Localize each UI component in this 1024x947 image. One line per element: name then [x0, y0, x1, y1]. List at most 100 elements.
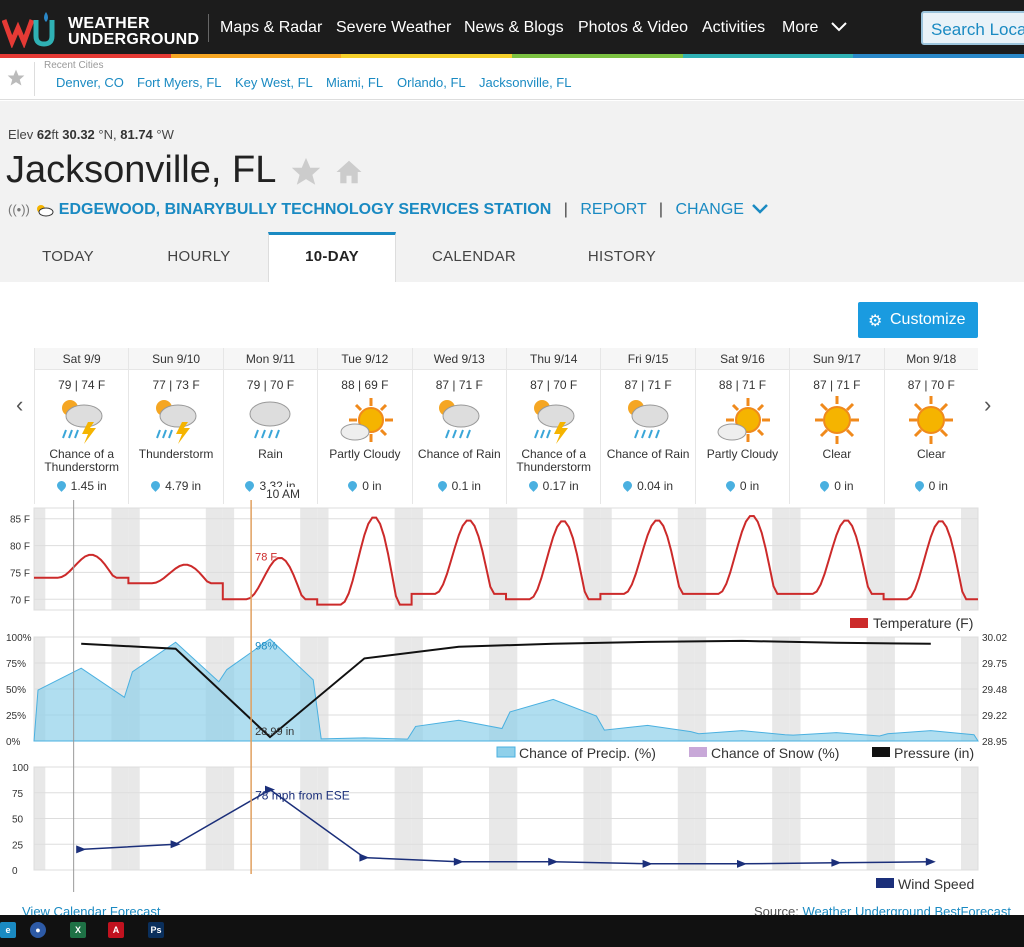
night-band [205, 508, 223, 610]
day-temps: 87 | 70 F [907, 378, 955, 392]
nav-maps-radar[interactable]: Maps & Radar [220, 19, 323, 36]
y-tick-label: 85 F [10, 515, 30, 526]
stripe-segment [341, 54, 513, 58]
chevron-down-icon [752, 204, 769, 214]
nav-more[interactable]: More [782, 19, 847, 37]
edge-icon[interactable]: e [0, 922, 16, 938]
search-input[interactable]: Search Loca [921, 11, 1024, 45]
recent-city-link[interactable]: Miami, FL [326, 75, 384, 90]
precip-amount: 0 in [362, 479, 382, 493]
day-condition: Thunderstorm [138, 447, 214, 461]
source-link[interactable]: Weather Underground BestForecast [802, 904, 1012, 916]
chart-frame [33, 507, 979, 611]
nav-photos-video[interactable]: Photos & Video [578, 19, 689, 36]
nav-activities[interactable]: Activities [702, 19, 766, 36]
forecast-day[interactable]: Mon 9/11 79 | 70 F Rain 3.32 in [222, 348, 318, 504]
day-date: Mon 9/18 [884, 348, 978, 370]
prev-arrow-icon[interactable]: ‹ [16, 392, 24, 417]
raindrop-icon [912, 479, 926, 492]
raindrop-icon [346, 479, 360, 492]
home-icon[interactable] [334, 157, 364, 187]
day-date: Mon 9/11 [223, 348, 318, 370]
recent-city-link[interactable]: Fort Myers, FL [137, 75, 222, 90]
favorite-star-icon[interactable] [6, 68, 26, 88]
forecast-day[interactable]: Mon 9/18 87 | 70 F Clear 0 in [883, 348, 978, 504]
recent-cities-label: Recent Cities [44, 60, 104, 71]
wu-logo[interactable]: WEATHER UNDERGROUND [2, 6, 199, 52]
nav-more-label: More [782, 19, 819, 36]
day-date: Sun 9/17 [790, 348, 884, 370]
station-line: ((•)) EDGEWOOD, BINARYBULLY TECHNOLOGY S… [8, 201, 769, 219]
precip-area [33, 638, 979, 742]
color-stripe [0, 54, 1024, 58]
gear-icon: ⚙ [868, 313, 883, 330]
report-link[interactable]: REPORT [580, 201, 647, 218]
elev-unit: ft [51, 127, 59, 142]
recent-cities-bar: Recent Cities Denver, CO Fort Myers, FL … [0, 58, 1024, 100]
day-condition: Chance of a Thunderstorm [44, 447, 120, 474]
acrobat-icon[interactable]: A [108, 922, 124, 938]
night-band [506, 508, 518, 610]
customize-button[interactable]: ⚙ Customize [858, 302, 978, 338]
precip-amount: 0 in [739, 479, 760, 493]
day-condition: Clear [822, 447, 852, 461]
forecast-day[interactable]: Thu 9/14 87 | 70 F Chance of a Thunderstor… [506, 348, 601, 504]
day-precip: 0 in [885, 479, 978, 493]
excel-icon[interactable]: X [70, 922, 86, 938]
favorite-star-icon[interactable] [289, 155, 323, 189]
recent-city-link[interactable]: Jacksonville, FL [479, 75, 572, 90]
y-tick-label: 0 [12, 866, 18, 877]
legend-wind: Wind Speed [898, 876, 974, 892]
forecast-day[interactable]: Sun 9/17 87 | 71 F Clear 0 in [789, 348, 884, 504]
tab-today[interactable]: TODAY [42, 248, 94, 265]
chance-rain-icon [429, 394, 489, 448]
clear-icon [901, 394, 961, 448]
city-name: Jacksonville, FL [6, 149, 275, 191]
recent-city-link[interactable]: Denver, CO [56, 75, 124, 90]
station-name[interactable]: EDGEWOOD, BINARYBULLY TECHNOLOGY SERVICE… [58, 201, 552, 218]
day-condition: Clear [916, 447, 946, 461]
calendar-forecast-link[interactable]: View Calendar Forecast [22, 904, 161, 916]
forecast-day[interactable]: Sat 9/16 88 | 71 F Partly Cloudy 0 in [694, 348, 790, 504]
tab-history[interactable]: HISTORY [587, 248, 657, 265]
forecast-day[interactable]: Fri 9/15 87 | 71 F Chance of Rain 0.04 in [600, 348, 695, 504]
precip-cursor-label: 98% [255, 640, 277, 652]
longitude: 81.74 [120, 127, 153, 142]
day-precip: 0.04 in [601, 479, 694, 493]
forecast-day[interactable]: Wed 9/13 87 | 71 F Chance of Rain 0.1 in [411, 348, 506, 504]
next-arrow-icon[interactable]: › [984, 392, 992, 417]
tab-10-day[interactable]: 10-DAY [268, 232, 396, 282]
nav-news-blogs[interactable]: News & Blogs [464, 19, 564, 36]
partly-cloudy-icon [712, 394, 772, 448]
forecast-day[interactable]: Sat 9/9 79 | 74 F Chance of a Thunderstorm… [34, 348, 129, 504]
stripe-segment [0, 54, 171, 58]
raindrop-icon [818, 479, 832, 492]
nav-severe-weather[interactable]: Severe Weather [336, 19, 452, 36]
change-link[interactable]: CHANGE [676, 201, 769, 218]
lock-app-icon[interactable]: ● [30, 922, 46, 938]
elevation-coords: Elev 62ft 30.32 °N, 81.74 °W [8, 127, 174, 142]
day-temps: 77 | 73 F [152, 378, 200, 392]
latitude: 30.32 [62, 127, 95, 142]
rain-icon [240, 394, 300, 448]
precip-amount: 1.45 in [70, 479, 107, 493]
photoshop-icon[interactable]: Ps [148, 922, 164, 938]
tab-calendar[interactable]: CALENDAR [431, 248, 517, 265]
night-band [128, 508, 140, 610]
y-tick-label: 75 [12, 789, 24, 800]
day-precip: 4.79 in [129, 479, 222, 493]
y-tick-label: 75 F [10, 568, 30, 579]
legend-temperature: Temperature (F) [873, 615, 973, 631]
y-tick-label-left: 0% [6, 737, 21, 748]
lon-dir: °W [156, 127, 174, 142]
forecast-day[interactable]: Sun 9/10 77 | 73 F Thunderstorm 4.79 in [128, 348, 223, 504]
night-band [583, 508, 601, 610]
source-label: Source: [754, 904, 799, 916]
recent-city-link[interactable]: Orlando, FL [397, 75, 466, 90]
recent-city-link[interactable]: Key West, FL [235, 75, 313, 90]
tab-hourly[interactable]: HOURLY [167, 248, 231, 265]
forecast-day[interactable]: Tue 9/12 88 | 69 F Partly Cloudy 0 in [317, 348, 412, 504]
wind-cursor-label: 78 mph from ESE [255, 789, 350, 803]
day-precip: 0.1 in [413, 479, 506, 493]
lat-dir: °N, [98, 127, 117, 142]
